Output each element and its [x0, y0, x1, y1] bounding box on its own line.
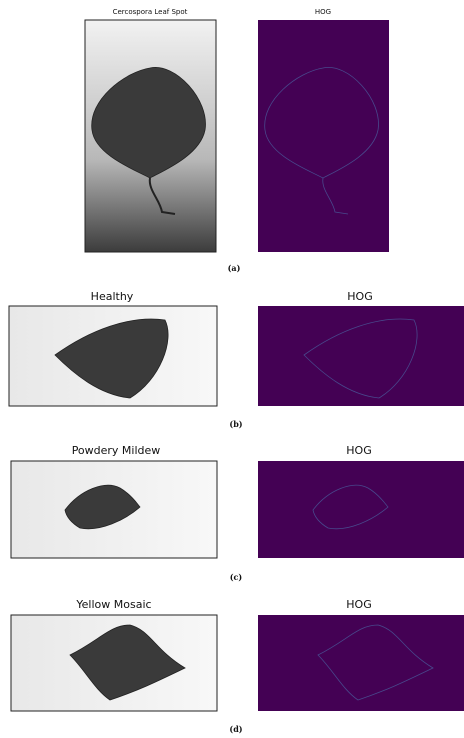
hog-title: HOG: [347, 290, 372, 303]
hog-image: [258, 461, 464, 558]
hog-outline: [264, 66, 379, 215]
image-title: Powdery Mildew: [72, 444, 161, 457]
caption: (c): [230, 572, 243, 582]
caption: (b): [229, 419, 242, 429]
caption: (d): [229, 724, 242, 734]
hog-title: HOG: [346, 598, 371, 611]
image-title: Healthy: [91, 290, 134, 303]
panel-b: Healthy HOG (b): [8, 290, 464, 429]
stem: [148, 177, 176, 215]
panel-c: Powdery Mildew HOG (c): [10, 444, 464, 582]
hog-image: [258, 615, 464, 711]
hog-title: HOG: [315, 8, 331, 16]
panel-a: Cercospora Leaf Spot HOG (a): [84, 8, 389, 273]
image-title: Yellow Mosaic: [75, 598, 151, 611]
panel-d: Yellow Mosaic HOG (d): [10, 598, 464, 734]
hog-image: [258, 306, 464, 406]
hog-image: [258, 20, 389, 252]
hog-title: HOG: [346, 444, 371, 457]
image-title: Cercospora Leaf Spot: [113, 8, 188, 16]
caption: (a): [228, 263, 241, 273]
